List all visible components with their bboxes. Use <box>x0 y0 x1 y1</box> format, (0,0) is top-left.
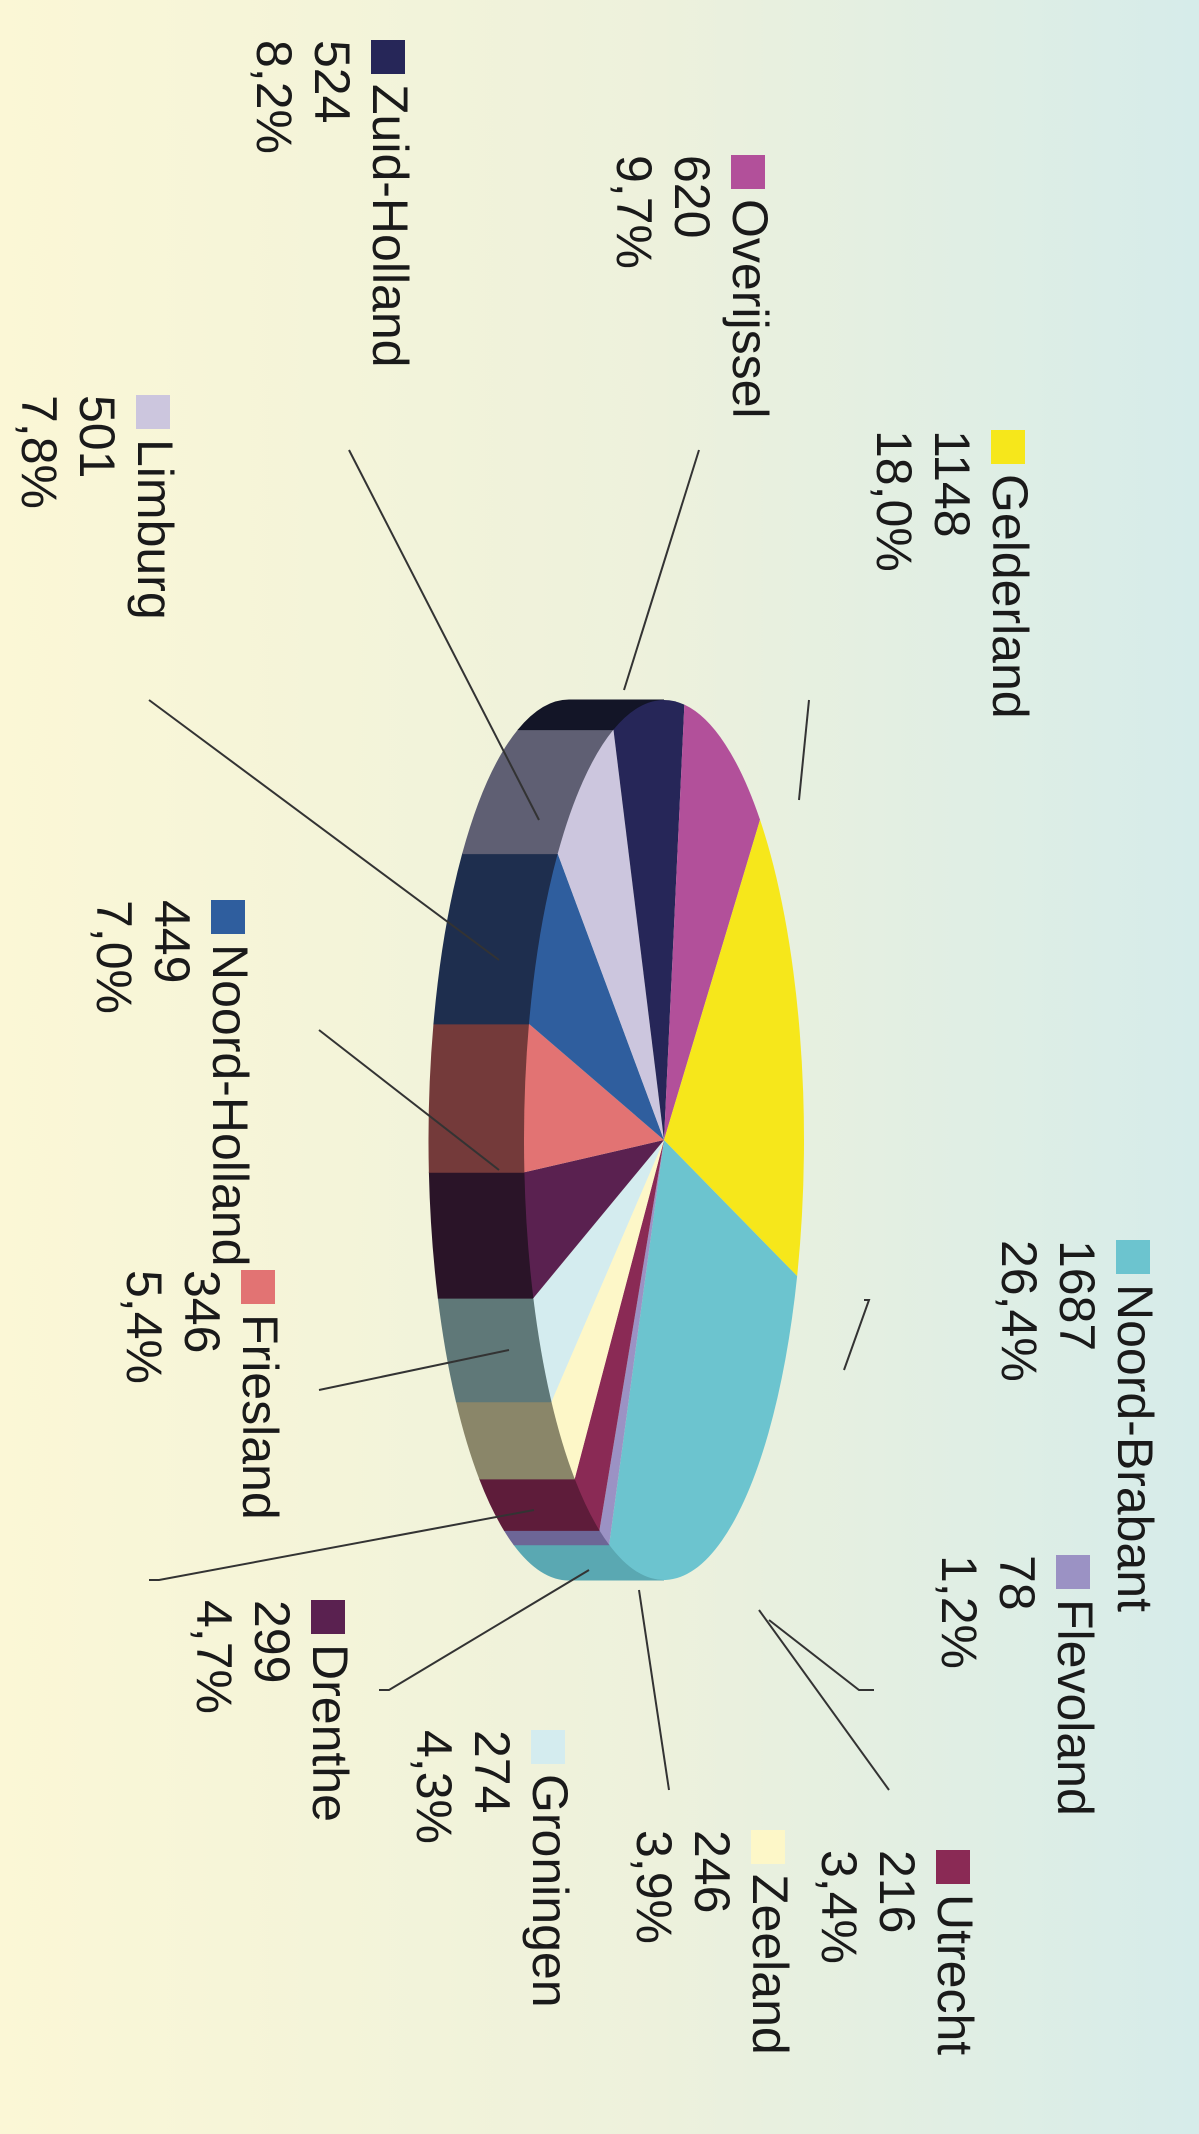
slice-percent-utrecht: 3,4% <box>811 1850 867 1964</box>
slice-flevoland <box>599 1140 664 1545</box>
label-noord-holland: Noord-Holland 449 7,0% <box>85 900 259 1266</box>
slice-utrecht <box>574 1140 664 1531</box>
leader-line-noord-holland <box>318 1029 500 1171</box>
slice-percent-gelderland: 18,0% <box>866 430 922 572</box>
slice-value-flevoland: 78 <box>989 1555 1045 1611</box>
leader-line-friesland <box>318 1349 510 1391</box>
slice-percent-flevoland: 1,2% <box>931 1555 987 1669</box>
slice-percent-drenthe: 4,7% <box>186 1600 242 1714</box>
slice-value-limburg: 501 <box>69 395 125 479</box>
swatch-groningen <box>531 1730 565 1764</box>
label-friesland: Friesland 346 5,4% <box>115 1270 289 1520</box>
leader-line-limburg <box>148 699 500 961</box>
leader-line-gelderland <box>798 699 810 801</box>
swatch-noord-brabant <box>1116 1240 1150 1274</box>
swatch-zuid-holland <box>371 40 405 74</box>
label-overijssel: Overijssel 620 9,7% <box>605 155 779 418</box>
slice-percent-groningen: 4,3% <box>406 1730 462 1844</box>
leader-line-groningen <box>379 1569 590 1691</box>
label-utrecht: Utrecht 216 3,4% <box>810 1850 984 2055</box>
slice-groningen <box>533 1140 664 1402</box>
swatch-limburg <box>136 395 170 429</box>
slice-name-overijssel: Overijssel <box>722 199 778 419</box>
slice-name-noord-brabant: Noord-Brabant <box>1107 1284 1163 1612</box>
slice-name-noord-holland: Noord-Holland <box>202 944 258 1267</box>
label-limburg: Limburg 501 7,8% <box>10 395 184 620</box>
swatch-gelderland <box>991 430 1025 464</box>
label-groningen: Groningen 274 4,3% <box>405 1730 579 2008</box>
label-flevoland: Flevoland 78 1,2% <box>930 1555 1104 1816</box>
slice-value-groningen: 274 <box>464 1730 520 1814</box>
label-drenthe: Drenthe 299 4,7% <box>185 1600 359 1822</box>
slice-drenthe <box>524 1140 664 1299</box>
slice-noord-brabant <box>609 1140 798 1580</box>
slice-percent-friesland: 5,4% <box>116 1270 172 1384</box>
slice-side-drenthe <box>428 1171 534 1299</box>
leader-line-zeeland <box>638 1589 670 1791</box>
leader-line-drenthe <box>149 1509 535 1581</box>
slice-value-gelderland: 1148 <box>924 430 980 538</box>
slice-name-gelderland: Gelderland <box>982 474 1038 719</box>
label-zeeland: Zeeland 246 3,9% <box>625 1830 799 2055</box>
slice-percent-noord-holland: 7,0% <box>86 900 142 1014</box>
slice-name-friesland: Friesland <box>232 1314 288 1520</box>
slice-gelderland <box>664 819 804 1276</box>
leader-line-overijssel <box>623 449 700 691</box>
slice-zuid-holland <box>613 700 685 1140</box>
slice-percent-overijssel: 9,7% <box>606 155 662 269</box>
leader-line-noord-brabant <box>843 1299 871 1371</box>
slice-percent-zuid-holland: 8,2% <box>246 40 302 154</box>
slice-side-flevoland <box>503 1529 611 1546</box>
slice-name-utrecht: Utrecht <box>927 1894 983 2056</box>
slice-value-overijssel: 620 <box>664 155 720 239</box>
slice-side-friesland <box>428 1023 530 1173</box>
slice-friesland <box>524 1023 664 1173</box>
swatch-friesland <box>241 1270 275 1304</box>
slice-value-friesland: 346 <box>174 1270 230 1354</box>
swatch-drenthe <box>311 1600 345 1634</box>
slice-value-zuid-holland: 524 <box>304 40 360 124</box>
slice-value-zeeland: 246 <box>684 1830 740 1914</box>
slice-value-utrecht: 216 <box>869 1850 925 1934</box>
slice-name-zuid-holland: Zuid-Holland <box>362 84 418 368</box>
slice-value-noord-holland: 449 <box>144 900 200 984</box>
swatch-overijssel <box>731 155 765 189</box>
slice-value-drenthe: 299 <box>244 1600 300 1684</box>
label-gelderland: Gelderland 1148 18,0% <box>865 430 1039 719</box>
slice-name-groningen: Groningen <box>522 1774 578 2008</box>
swatch-noord-holland <box>211 900 245 934</box>
slice-name-flevoland: Flevoland <box>1047 1599 1103 1816</box>
swatch-flevoland <box>1056 1555 1090 1589</box>
label-zuid-holland: Zuid-Holland 524 8,2% <box>245 40 419 367</box>
slice-percent-zeeland: 3,9% <box>626 1830 682 1944</box>
slice-overijssel <box>664 704 761 1140</box>
slice-name-limburg: Limburg <box>127 439 183 620</box>
slice-side-groningen <box>437 1297 553 1403</box>
leader-line-utrecht <box>758 1609 890 1791</box>
swatch-zeeland <box>751 1830 785 1864</box>
slice-name-drenthe: Drenthe <box>302 1644 358 1822</box>
slice-name-zeeland: Zeeland <box>742 1874 798 2055</box>
slice-limburg <box>557 729 664 1140</box>
slice-percent-limburg: 7,8% <box>11 395 67 509</box>
slice-zeeland <box>551 1140 664 1479</box>
slice-noord-holland <box>528 853 664 1140</box>
leader-line-zuid-holland <box>348 449 540 821</box>
leader-line-flevoland <box>768 1619 874 1691</box>
swatch-utrecht <box>936 1850 970 1884</box>
